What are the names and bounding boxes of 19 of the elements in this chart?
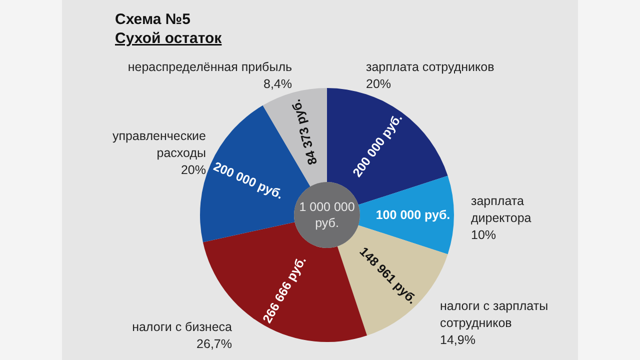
data-label: 266 666 руб.: [260, 254, 309, 326]
text: 26,7%: [196, 337, 232, 351]
text: 20%: [366, 77, 392, 91]
slice-label: зарплата сотрудников: [366, 60, 495, 74]
data-label: 200 000 руб.: [211, 159, 286, 202]
data-label: 84 373 руб.: [288, 98, 320, 166]
chart-title: Схема №5: [115, 11, 190, 28]
text: 10%: [471, 228, 496, 242]
text: 20%: [180, 163, 206, 177]
slice-label: налоги с зарплаты сотрудников: [440, 299, 548, 330]
text: 14,9%: [440, 333, 476, 347]
chart-subtitle: Сухой остаток: [115, 30, 222, 47]
slice-label: управленческие расходы: [112, 129, 206, 160]
slice-label: налоги с бизнеса: [132, 320, 232, 334]
text: 8,4%: [264, 77, 292, 91]
slice-label: зарплата директора: [471, 194, 532, 225]
data-label: 100 000 руб.: [376, 208, 450, 222]
slice-label: нераспределённая прибыль: [128, 60, 292, 74]
text: 1 000 000 руб.: [299, 200, 355, 230]
